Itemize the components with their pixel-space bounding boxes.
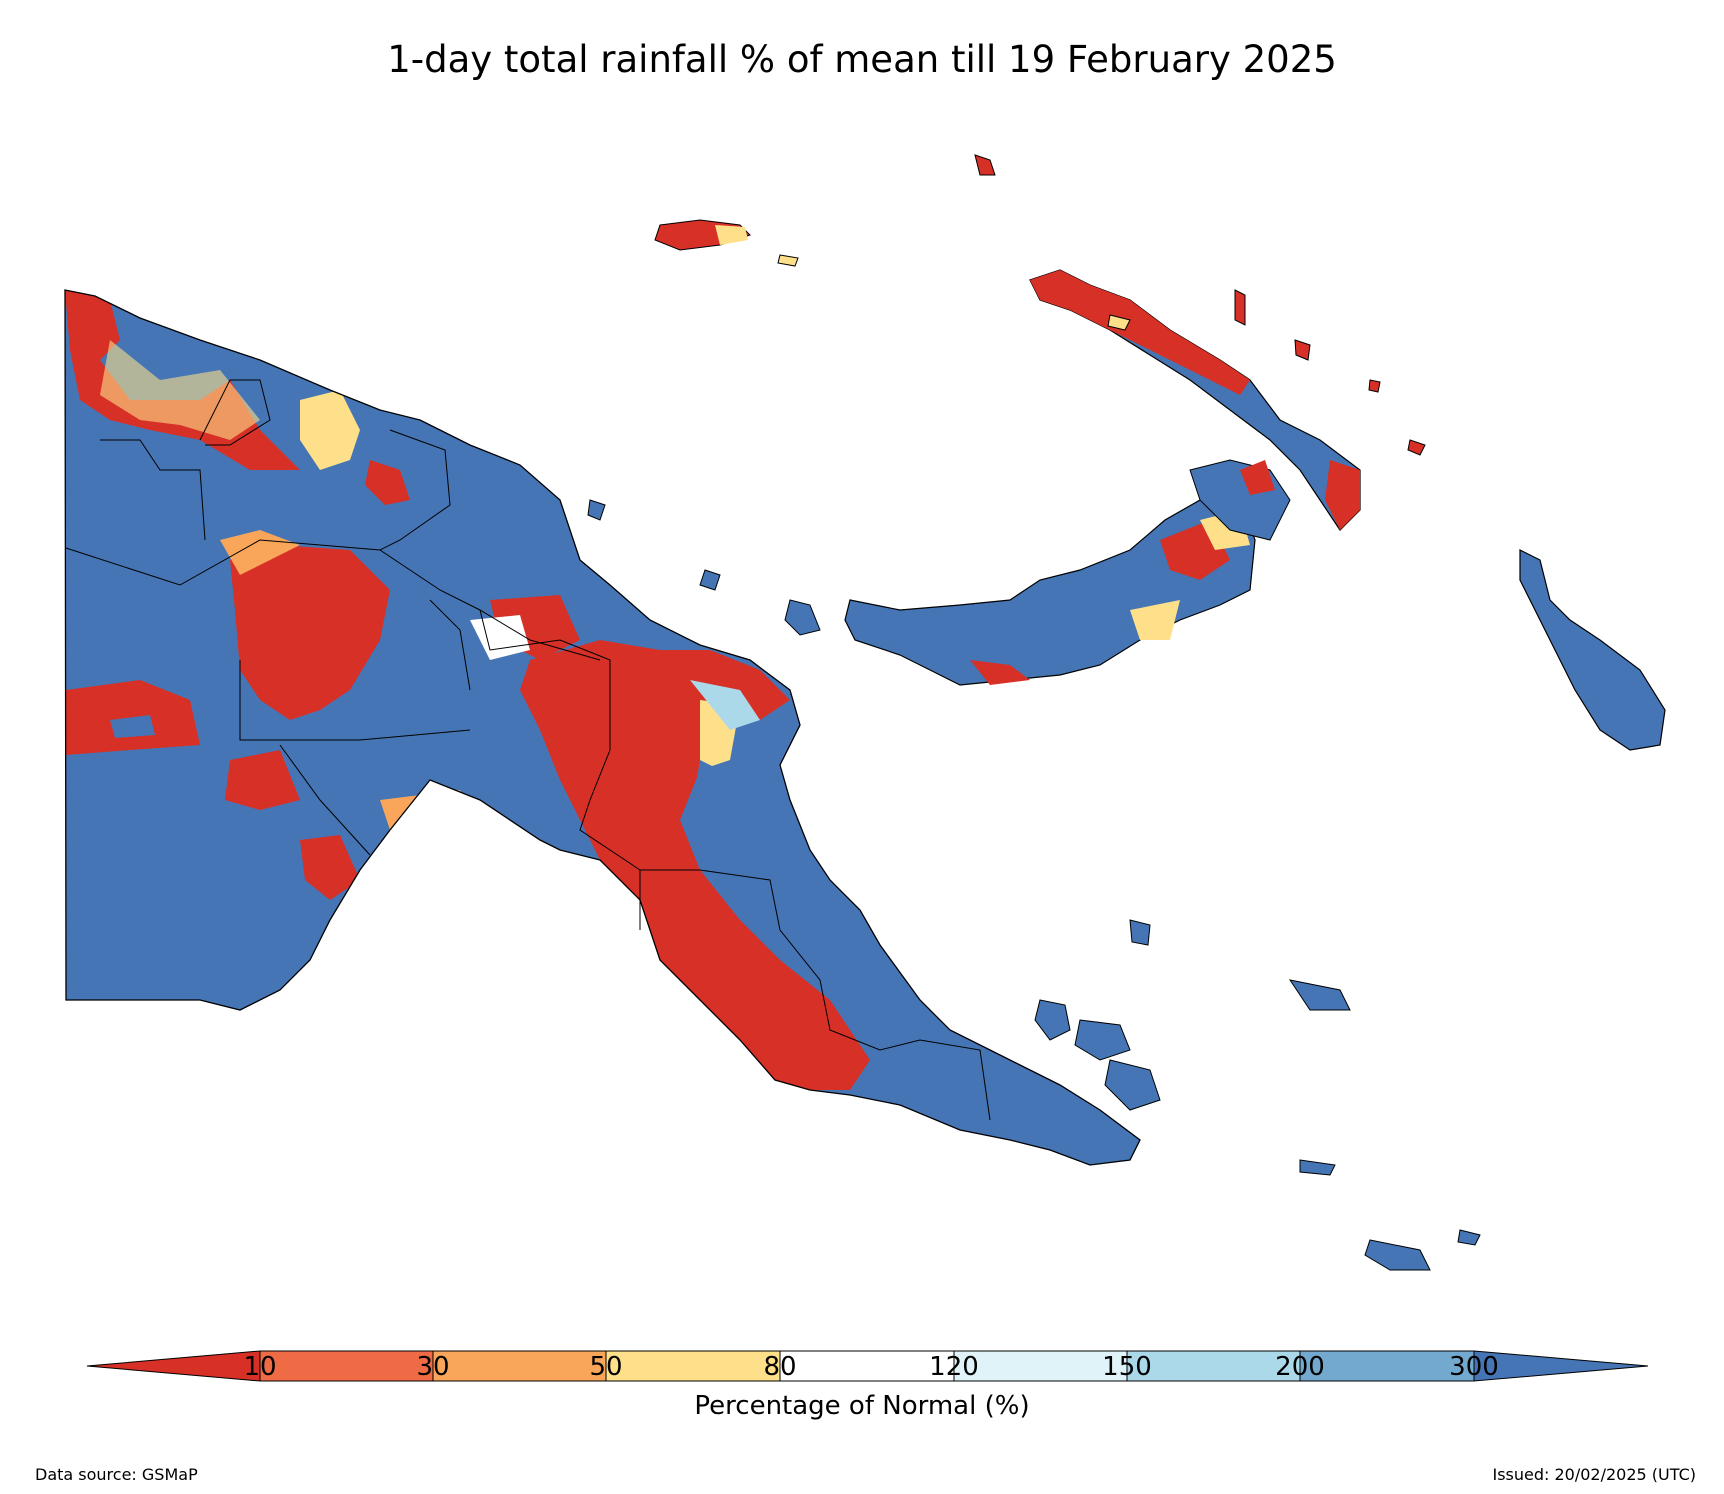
- colorbar-segment: [953, 1350, 1128, 1382]
- colorbar-label: Percentage of Normal (%): [694, 1391, 1030, 1421]
- map-title: 1-day total rainfall % of mean till 19 F…: [387, 38, 1337, 81]
- milne-bay-islands: [587, 499, 1481, 1271]
- data-source-note: Data source: GSMaP: [35, 1465, 198, 1484]
- colorbar-segment: [432, 1350, 607, 1382]
- colorbar-tick: 150: [1102, 1352, 1152, 1382]
- bougainville-island: [1519, 549, 1666, 751]
- colorbar-segment: [1299, 1350, 1475, 1382]
- issued-date: Issued: 20/02/2025 (UTC): [1492, 1465, 1696, 1484]
- colorbar-tick: 300: [1449, 1352, 1499, 1382]
- new-ireland-island: [1029, 269, 1361, 531]
- colorbar-segment: [779, 1350, 955, 1382]
- colorbar-tick: 120: [929, 1352, 979, 1382]
- colorbar-segment: [1126, 1350, 1301, 1382]
- colorbar-segment: [259, 1350, 434, 1382]
- colorbar-tick: 10: [243, 1352, 277, 1382]
- manus-island: [654, 219, 751, 251]
- colorbar-tick: 80: [763, 1352, 797, 1382]
- colorbar-extend-low: [86, 1350, 261, 1382]
- new-britain-island: [844, 459, 1291, 686]
- mainland: [64, 289, 1141, 1166]
- colorbar-extend-high: [1473, 1350, 1649, 1382]
- colorbar: [86, 1350, 1649, 1382]
- colorbar-tick: 50: [589, 1352, 623, 1382]
- colorbar-tick: 30: [416, 1352, 450, 1382]
- colorbar-tick: 200: [1275, 1352, 1325, 1382]
- colorbar-segment: [605, 1350, 781, 1382]
- northern-islands: [777, 154, 1426, 456]
